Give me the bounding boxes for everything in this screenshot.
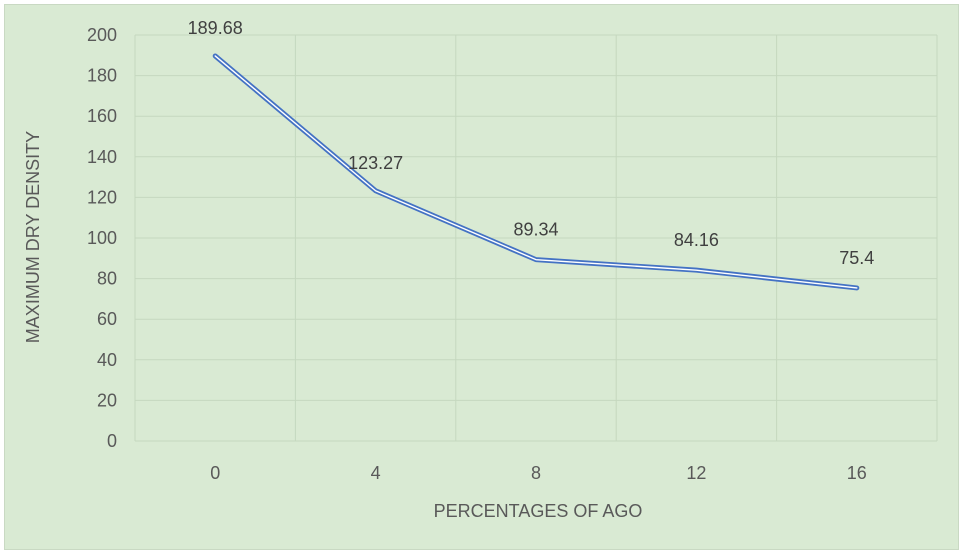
series-lines xyxy=(212,53,860,291)
y-tick-label: 200 xyxy=(87,25,117,45)
x-tick-label: 4 xyxy=(371,463,381,483)
x-tick-label: 0 xyxy=(210,463,220,483)
y-tick-label: 0 xyxy=(107,431,117,451)
y-tick-label: 140 xyxy=(87,147,117,167)
x-axis-title: PERCENTAGES OF AGO xyxy=(434,501,643,521)
y-tick-label: 120 xyxy=(87,187,117,207)
y-tick-label: 20 xyxy=(97,390,117,410)
x-axis-ticks: 0 4 8 12 16 xyxy=(210,463,867,483)
y-tick-label: 180 xyxy=(87,66,117,86)
data-labels: 189.68 123.27 89.34 84.16 75.4 xyxy=(188,18,875,268)
y-tick-label: 80 xyxy=(97,269,117,289)
y-axis-ticks: 0 20 40 60 80 100 120 140 160 180 200 xyxy=(87,25,117,451)
data-label: 89.34 xyxy=(513,220,558,240)
data-label: 189.68 xyxy=(188,18,243,38)
data-label: 84.16 xyxy=(674,230,719,250)
x-tick-label: 8 xyxy=(531,463,541,483)
gridlines xyxy=(134,34,938,442)
data-label: 75.4 xyxy=(839,248,874,268)
y-tick-label: 160 xyxy=(87,106,117,126)
series-line xyxy=(212,53,860,291)
y-axis-title: MAXIMUM DRY DENSITY xyxy=(23,131,43,343)
line-chart: 0 20 40 60 80 100 120 140 160 180 200 0 4 8 12 16 189.… xyxy=(23,18,938,521)
x-tick-label: 16 xyxy=(847,463,867,483)
x-tick-label: 12 xyxy=(686,463,706,483)
y-tick-label: 100 xyxy=(87,228,117,248)
y-tick-label: 40 xyxy=(97,350,117,370)
chart-container: 0 20 40 60 80 100 120 140 160 180 200 0 4 8 12 16 189.… xyxy=(4,4,959,550)
y-tick-label: 60 xyxy=(97,309,117,329)
series-line-highlight xyxy=(214,55,858,289)
data-label: 123.27 xyxy=(348,153,403,173)
